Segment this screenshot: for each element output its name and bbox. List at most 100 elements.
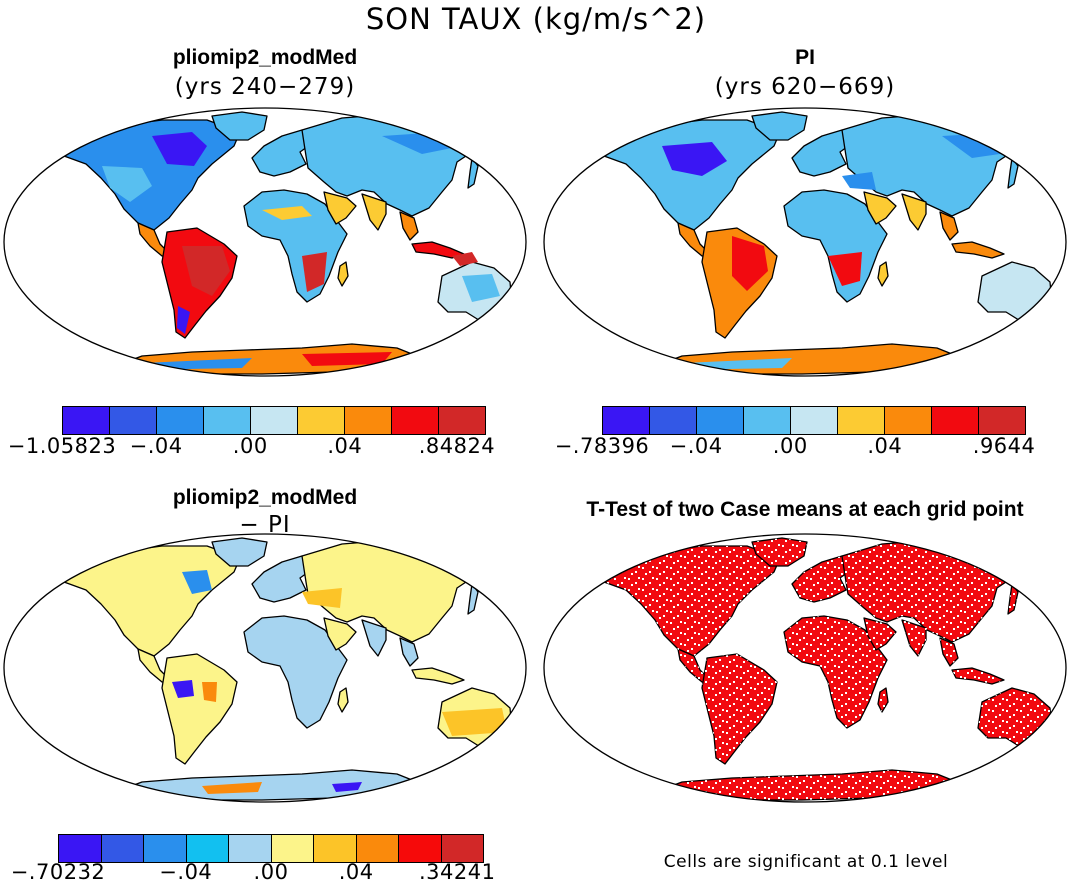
colorbar-swatch	[697, 407, 744, 434]
insignificant-cells	[878, 688, 888, 712]
colorbar-pi-labels: −.78396 −.04 .00 .04 .9644	[555, 434, 1035, 460]
land-india	[361, 193, 387, 231]
land-nz	[515, 731, 526, 751]
field-region	[442, 708, 507, 736]
colorbar-swatch	[885, 407, 932, 434]
insignificant-cells	[864, 618, 896, 650]
land-greenland	[211, 111, 268, 141]
field-region	[182, 570, 212, 594]
panel2-subtitle: (yrs 620−669)	[714, 74, 896, 100]
colorbar-swatch	[399, 835, 442, 862]
map-pi	[543, 107, 1067, 377]
land-seasia	[399, 637, 419, 667]
land-europe	[791, 129, 855, 177]
insignificant-cells	[792, 556, 854, 602]
field-region	[182, 246, 230, 296]
colorbar-label: −.78396	[554, 434, 650, 458]
field-region	[332, 782, 362, 792]
colorbar-label: .9644	[972, 434, 1036, 458]
colorbar-pliomip2-labels: −1.05823 −.04 .00 .04 .84824	[8, 434, 495, 460]
insignificant-cells	[952, 668, 1004, 684]
land-madag	[337, 261, 349, 287]
insignificant-cells	[1008, 584, 1018, 614]
figure-title: SON TAUX (kg/m/s^2)	[365, 2, 707, 36]
colorbar-swatch	[110, 407, 157, 434]
colorbar-swatch	[345, 407, 392, 434]
colorbar-swatch	[101, 835, 144, 862]
field-region	[202, 682, 217, 702]
colorbar-label: .00	[772, 434, 808, 458]
colorbar-swatch	[838, 407, 885, 434]
land-samerica	[161, 653, 238, 765]
land-japan	[1007, 157, 1019, 189]
colorbar-label: .34241	[418, 860, 496, 884]
land-europe	[251, 555, 315, 603]
colorbar-swatch	[314, 835, 357, 862]
land-africa	[783, 189, 888, 303]
field-region	[262, 206, 312, 220]
field-region	[152, 132, 207, 166]
colorbar-difference-labels: −.70232 −.04 .00 .04 .34241	[11, 860, 495, 886]
field-region	[662, 142, 727, 176]
panel2-title: PI	[795, 46, 815, 69]
colorbar-swatch	[603, 407, 650, 434]
field-region	[842, 352, 932, 366]
colorbar-swatch	[251, 407, 298, 434]
insignificant-cells	[650, 770, 962, 800]
land-africa	[243, 615, 348, 729]
insignificant-cells	[1056, 732, 1066, 750]
land-india	[901, 193, 927, 231]
colorbar-swatch	[979, 407, 1025, 434]
insignificant-cells	[678, 649, 712, 682]
field-region	[732, 236, 768, 291]
insignificant-cells	[940, 638, 958, 666]
land-arabia	[323, 617, 357, 651]
colorbar-label: .04	[338, 860, 374, 884]
land-japan	[467, 157, 479, 189]
insignificant-cells	[902, 620, 926, 656]
colorbar-swatch	[791, 407, 838, 434]
colorbar-swatch	[932, 407, 979, 434]
land-nz	[515, 305, 526, 325]
land-nz	[1055, 305, 1066, 325]
insignificant-cells	[784, 616, 887, 728]
field-region	[302, 352, 392, 366]
land-antarctica	[109, 769, 423, 801]
colorbar-swatch	[271, 835, 314, 862]
map-border	[3, 107, 527, 377]
land-japan	[467, 583, 479, 615]
colorbar-label: −1.05823	[7, 434, 117, 458]
field-region	[302, 588, 342, 608]
colorbar-label: −.04	[129, 434, 183, 458]
colorbar-swatch	[59, 835, 102, 862]
colorbar-swatch	[439, 407, 485, 434]
colorbar-swatch	[63, 407, 110, 434]
colorbar-swatch	[144, 835, 187, 862]
colorbar-label: .04	[867, 434, 903, 458]
land-greenland	[751, 111, 808, 141]
land-europe	[251, 129, 315, 177]
colorbar-label: −.04	[159, 860, 213, 884]
field-region	[452, 252, 478, 266]
land-madag	[877, 261, 889, 287]
map-border	[3, 533, 527, 803]
field-region	[177, 306, 190, 334]
panel4-title: T-Test of two Case means at each grid po…	[586, 498, 1024, 521]
colorbar-label: .04	[327, 434, 363, 458]
land-australia	[977, 261, 1053, 323]
land-greenland	[211, 537, 268, 567]
land-seasia	[939, 211, 959, 241]
colorbar-label: .84824	[418, 434, 496, 458]
land-arabia	[863, 191, 897, 225]
colorbar-swatch	[392, 407, 439, 434]
colorbar-label: −.04	[669, 434, 723, 458]
colorbar-swatch	[298, 407, 345, 434]
map-difference	[3, 533, 527, 803]
land-seasia	[399, 211, 419, 241]
land-namerica	[581, 119, 781, 231]
field-region	[828, 252, 862, 286]
colorbar-difference	[58, 834, 484, 863]
land-nz	[1055, 731, 1066, 751]
colorbar-label: .00	[253, 860, 289, 884]
land-indonesia	[951, 241, 1005, 259]
